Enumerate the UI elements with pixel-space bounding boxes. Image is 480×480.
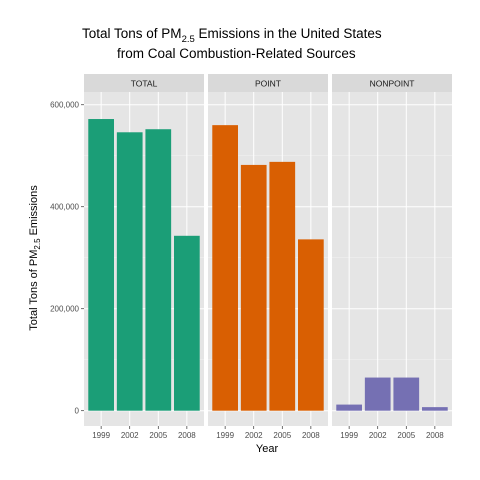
y-axis: 0 200,000 400,000 600,000 [50,101,84,416]
x-tick-label: 1999 [216,431,234,440]
facet-strip-label: TOTAL [131,79,158,89]
chart-title-line-2: from Coal Combustion-Related Sources [117,46,356,61]
x-tick-label: 2008 [426,431,444,440]
bar-point-2002 [240,164,267,411]
facet-panels: TOTAL 1999 2002 2005 2008 POINT 1999 2002 2005 20… [84,74,452,440]
y-axis-title-suffix: Emissions [28,185,40,239]
x-tick-label: 1999 [340,431,358,440]
bar-total-2002 [116,132,143,411]
bar-nonpoint-2005 [393,377,420,411]
x-tick-label: 2005 [273,431,291,440]
y-tick-label: 0 [75,407,80,416]
bar-point-2005 [269,161,296,411]
facet-strip [208,74,328,92]
bar-nonpoint-2002 [364,377,391,411]
bar-nonpoint-2008 [422,407,448,411]
y-axis-title-prefix: Total Tons of PM [28,250,40,331]
x-axis-title: Year [256,443,279,455]
bar-total-1999 [88,119,114,411]
facet-panel-point: POINT 1999 2002 2005 2008 [208,74,328,440]
facet-strip [332,74,452,92]
bar-total-2005 [145,129,172,411]
facet-strip-label: NONPOINT [370,79,415,89]
x-tick-label: 2002 [245,431,263,440]
x-tick-label: 2008 [302,431,320,440]
title-prefix: Total Tons of PM [82,26,182,41]
title-subscript: 2.5 [182,34,195,45]
bar-point-2008 [298,239,324,411]
x-tick-label: 2008 [178,431,196,440]
x-tick-label: 1999 [92,431,110,440]
bar-point-1999 [212,125,238,411]
y-tick-label: 400,000 [50,203,79,212]
title-suffix: Emissions in the United States [195,26,382,41]
y-tick-label: 600,000 [50,101,79,110]
facet-panel-total: TOTAL 1999 2002 2005 2008 [84,74,204,440]
bar-total-2008 [174,235,200,411]
x-tick-label: 2002 [121,431,139,440]
y-axis-title: Total Tons of PM2.5 Emissions [28,185,42,331]
panel-background [332,92,452,426]
x-tick-label: 2005 [397,431,415,440]
x-tick-label: 2002 [369,431,387,440]
facet-panel-nonpoint: NONPOINT 1999 2002 2005 2008 [332,74,452,440]
chart-title-line-1: Total Tons of PM2.5 Emissions in the Uni… [82,26,382,45]
x-tick-label: 2005 [149,431,167,440]
bar-nonpoint-1999 [336,404,362,411]
facet-strip [84,74,204,92]
facet-strip-label: POINT [255,79,281,89]
y-tick-label: 200,000 [50,305,79,314]
y-axis-title-subscript: 2.5 [33,238,42,250]
